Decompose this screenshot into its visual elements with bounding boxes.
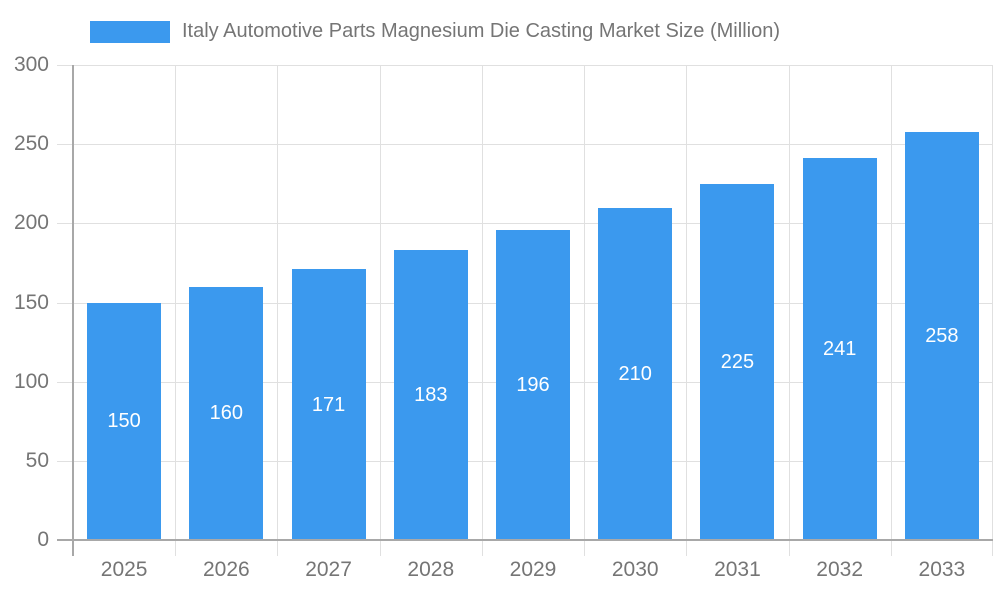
- x-tick-label: 2027: [305, 558, 352, 581]
- x-tick-label: 2030: [611, 558, 659, 581]
- y-axis-line: [72, 65, 74, 556]
- bar[interactable]: [802, 158, 877, 540]
- legend-swatch-icon: [90, 20, 170, 43]
- gridline-vertical: [992, 65, 993, 556]
- bar[interactable]: [904, 131, 979, 540]
- y-tick-label: 200: [13, 211, 49, 235]
- y-tick-label: 300: [13, 53, 49, 76]
- gridline-vertical: [890, 65, 892, 556]
- gridline-horizontal: [57, 65, 993, 66]
- x-tick-label: 2026: [202, 558, 250, 581]
- gridline-vertical: [175, 65, 177, 556]
- x-tick-label: 2029: [509, 558, 557, 581]
- bar[interactable]: [598, 207, 673, 540]
- y-tick-label: 100: [13, 369, 49, 393]
- bar[interactable]: [700, 183, 775, 540]
- bar[interactable]: [291, 269, 366, 540]
- x-tick-label: 2025: [100, 558, 148, 581]
- x-tick-label: 2033: [918, 558, 966, 581]
- bar[interactable]: [87, 302, 162, 540]
- gridline-vertical: [481, 65, 483, 556]
- gridline-vertical: [379, 65, 381, 556]
- bar[interactable]: [393, 250, 468, 540]
- y-tick-label: 0: [37, 528, 49, 551]
- gridline-vertical: [277, 65, 279, 556]
- x-tick-label: 2032: [816, 558, 864, 581]
- bar[interactable]: [189, 286, 264, 540]
- gridline-vertical: [686, 65, 688, 556]
- x-tick-label: 2031: [714, 558, 761, 581]
- y-tick-label: 250: [13, 132, 49, 156]
- plot-area: 0 50 100 150 200 250 300 150 2025 160 2026 171 2027 1…: [14, 53, 993, 581]
- y-tick-label: 50: [25, 448, 49, 472]
- gridline-horizontal: [57, 144, 993, 146]
- legend-label: Italy Automotive Parts Magnesium Die Cas…: [182, 20, 780, 42]
- x-tick-label: 2028: [407, 558, 455, 581]
- gridline-vertical: [788, 65, 790, 556]
- y-tick-label: 150: [13, 290, 49, 314]
- gridline-vertical: [584, 65, 586, 556]
- bar[interactable]: [496, 229, 570, 540]
- legend-item[interactable]: Italy Automotive Parts Magnesium Die Cas…: [90, 20, 780, 43]
